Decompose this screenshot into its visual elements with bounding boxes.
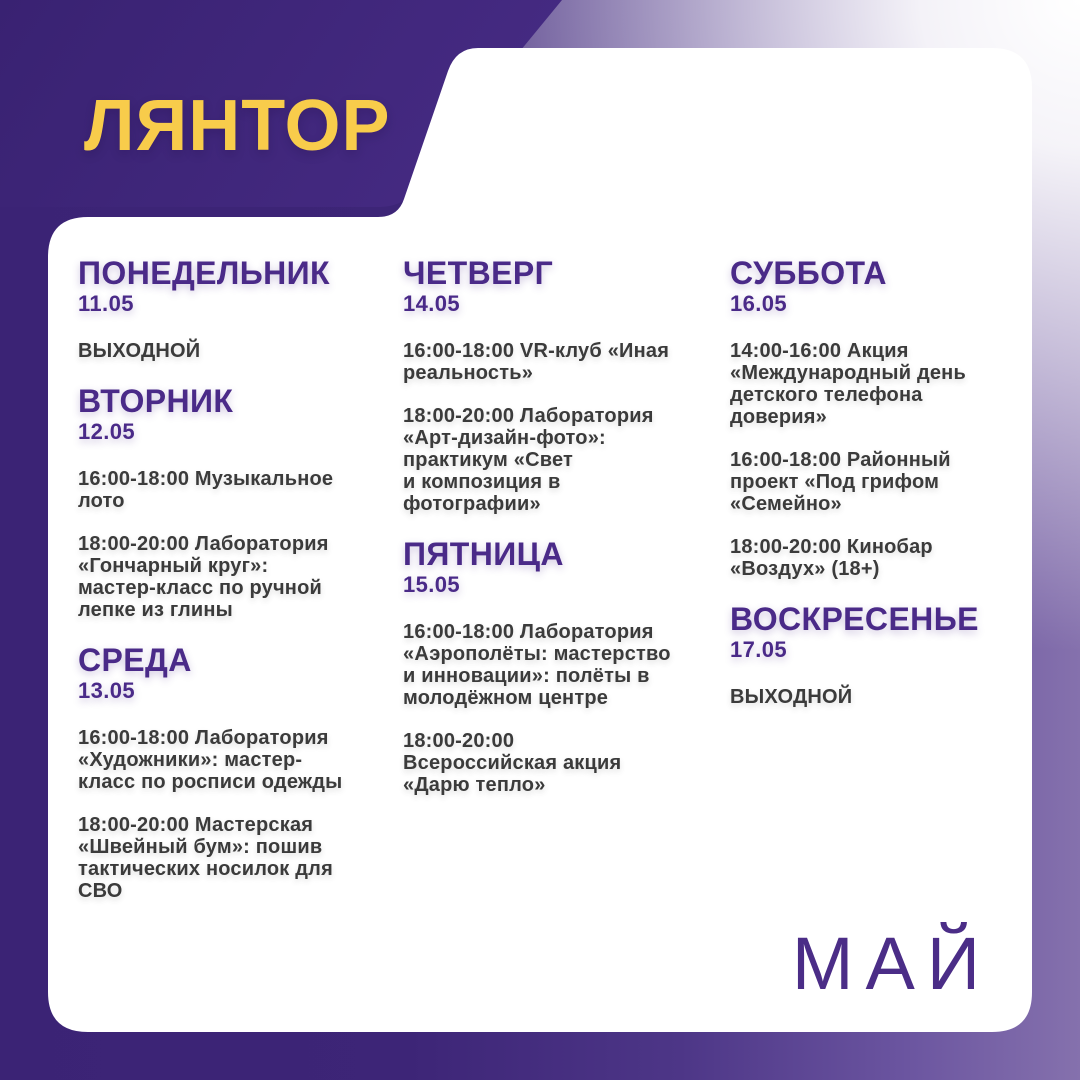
event-item: 16:00-18:00 VR-клуб «Иная реальность» (403, 340, 670, 384)
event-item: 16:00-18:00 Районный проект «Под грифом … (730, 449, 951, 515)
dayoff-label: ВЫХОДНОЙ (730, 686, 853, 708)
day-section: ПЯТНИЦА 15.05 16:00-18:00 Лаборатория «А… (403, 536, 730, 796)
card-shape (48, 48, 1032, 1032)
schedule-column-2: ЧЕТВЕРГ 14.05 16:00-18:00 VR-клуб «Иная … (403, 255, 730, 1032)
month-label: МАЙ (791, 922, 992, 1005)
day-section: ВОСКРЕСЕНЬЕ 17.05 ВЫХОДНОЙ (730, 601, 1014, 708)
day-name: ВОСКРЕСЕНЬЕ (730, 601, 979, 637)
day-section: ПОНЕДЕЛЬНИК 11.05 ВЫХОДНОЙ (78, 255, 403, 362)
event-item: 18:00-20:00 Лаборатория «Арт-дизайн-фото… (403, 405, 654, 515)
schedule-column-1: ПОНЕДЕЛЬНИК 11.05 ВЫХОДНОЙ ВТОРНИК 12.05… (78, 255, 403, 1032)
day-date: 16.05 (730, 291, 788, 316)
city-title: ЛЯНТОР (84, 86, 391, 166)
day-name: ВТОРНИК (78, 383, 234, 419)
schedule-grid: ПОНЕДЕЛЬНИК 11.05 ВЫХОДНОЙ ВТОРНИК 12.05… (48, 217, 1032, 1032)
event-item: 18:00-20:00 Всероссийская акция «Дарю те… (403, 730, 622, 796)
event-item: 16:00-18:00 Лаборатория «Аэрополёты: мас… (403, 621, 671, 709)
day-date: 11.05 (78, 291, 134, 316)
day-date: 13.05 (78, 678, 136, 703)
event-item: 18:00-20:00 Мастерская «Швейный бум»: по… (78, 814, 333, 902)
day-name: ПЯТНИЦА (403, 536, 564, 572)
day-name: ПОНЕДЕЛЬНИК (78, 255, 330, 291)
day-section: ВТОРНИК 12.05 16:00-18:00 Музыкальное ло… (78, 383, 403, 621)
day-date: 12.05 (78, 419, 136, 444)
event-item: 18:00-20:00 Лаборатория «Гончарный круг»… (78, 533, 329, 621)
day-section: ЧЕТВЕРГ 14.05 16:00-18:00 VR-клуб «Иная … (403, 255, 730, 515)
day-section: СУББОТА 16.05 14:00-16:00 Акция «Междуна… (730, 255, 1014, 580)
event-item: 18:00-20:00 Кинобар «Воздух» (18+) (730, 536, 933, 580)
day-date: 15.05 (403, 572, 461, 597)
schedule-column-3: СУББОТА 16.05 14:00-16:00 Акция «Междуна… (730, 255, 1014, 1032)
day-section: СРЕДА 13.05 16:00-18:00 Лаборатория «Худ… (78, 642, 403, 902)
dayoff-label: ВЫХОДНОЙ (78, 340, 201, 362)
event-item: 14:00-16:00 Акция «Международный день де… (730, 340, 966, 428)
event-item: 16:00-18:00 Музыкальное лото (78, 468, 334, 512)
day-date: 14.05 (403, 291, 461, 316)
day-name: СРЕДА (78, 642, 192, 678)
event-item: 16:00-18:00 Лаборатория «Художники»: мас… (78, 727, 343, 793)
day-name: ЧЕТВЕРГ (403, 255, 554, 291)
day-date: 17.05 (730, 637, 788, 662)
day-name: СУББОТА (730, 255, 887, 291)
